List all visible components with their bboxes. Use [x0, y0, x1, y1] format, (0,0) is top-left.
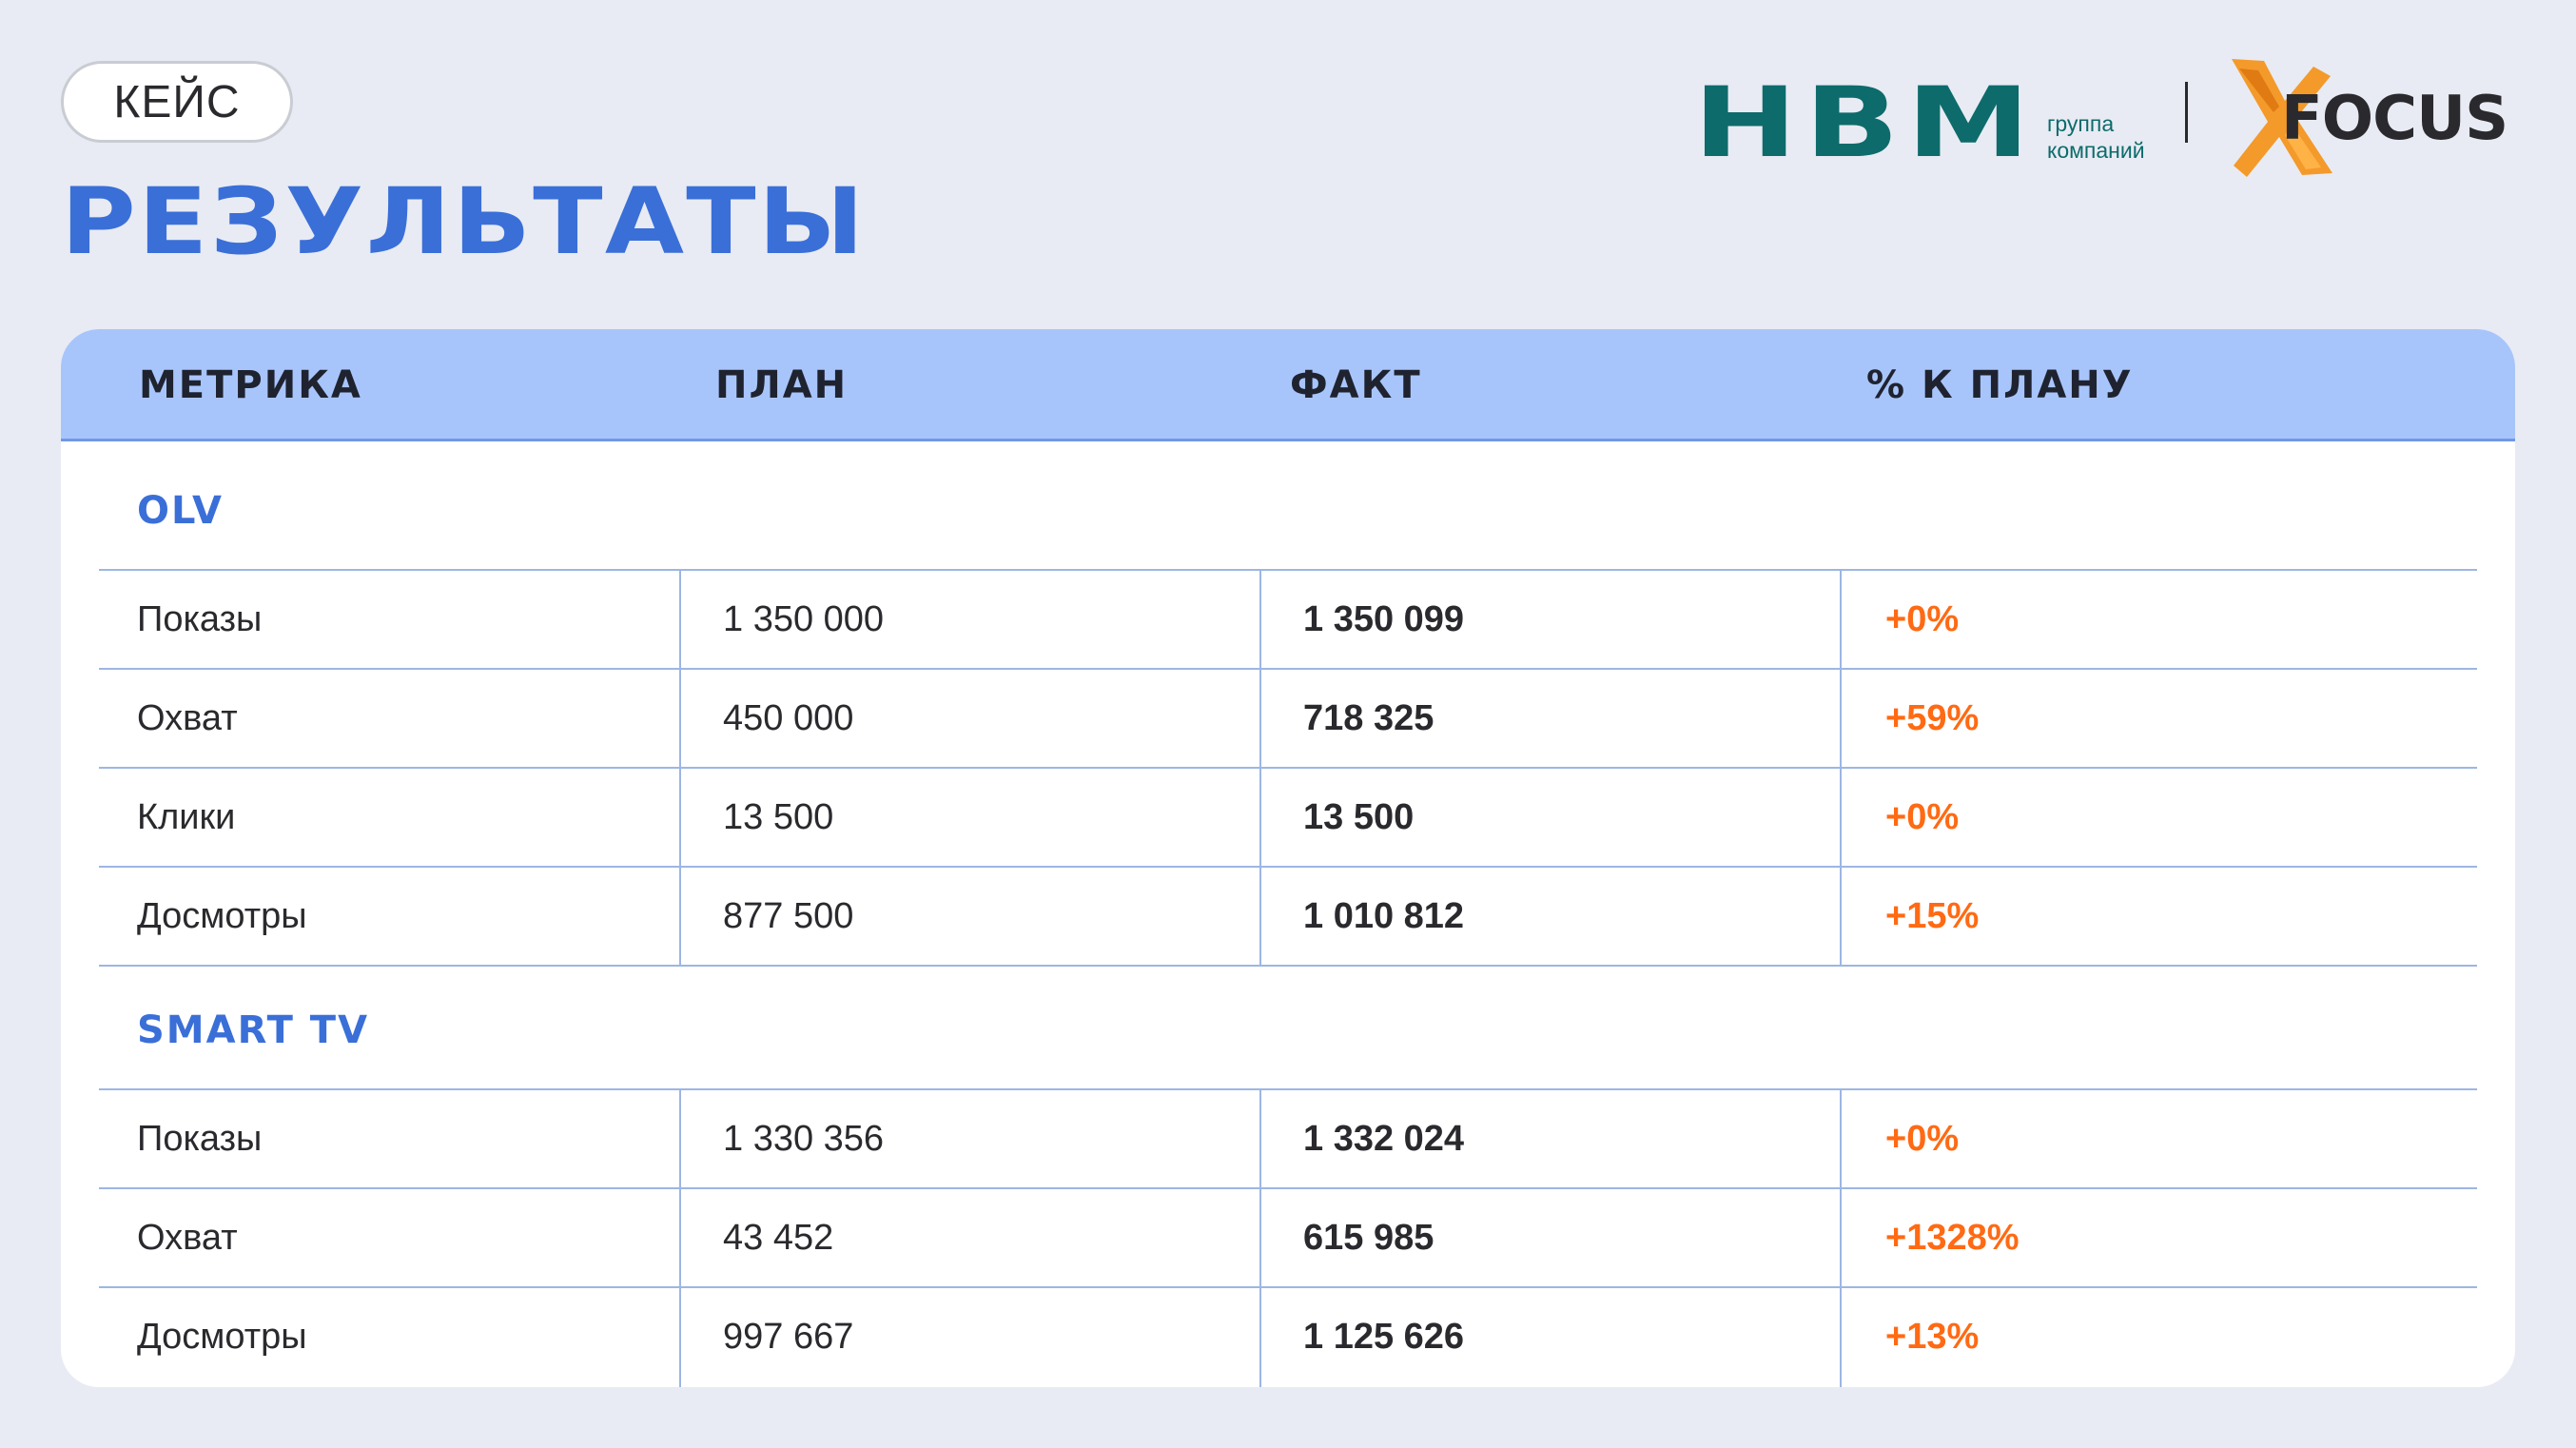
cell-fact: 13 500: [1259, 769, 1840, 866]
cell-percent: +0%: [1840, 571, 2477, 668]
header-fact: ФАКТ: [1290, 363, 1422, 407]
hbm-logo: НВМ: [1693, 67, 2038, 180]
cell-metric: Клики: [137, 797, 236, 837]
hbm-logo-subtitle-line1: группа: [2047, 111, 2115, 136]
results-table: МЕТРИКА ПЛАН ФАКТ % К ПЛАНУ OLV Показы 1…: [61, 329, 2515, 1387]
table-row: Охват 450 000 718 325 +59%: [99, 668, 2477, 767]
cell-fact: 1 332 024: [1259, 1090, 1840, 1187]
cell-percent: +13%: [1840, 1288, 2477, 1387]
cell-metric: Досмотры: [137, 1317, 307, 1357]
cell-percent: +0%: [1840, 769, 2477, 866]
cell-fact: 718 325: [1259, 670, 1840, 767]
cell-metric: Охват: [137, 1218, 238, 1258]
cell-metric: Досмотры: [137, 896, 307, 936]
table-row: Показы 1 330 356 1 332 024 +0%: [99, 1088, 2477, 1187]
cell-percent: +15%: [1840, 868, 2477, 965]
hbm-logo-subtitle-line2: компаний: [2047, 138, 2145, 163]
page-title: РЕЗУЛЬТАТЫ: [61, 168, 867, 275]
cell-plan: 13 500: [679, 769, 1259, 866]
hbm-logo-subtitle: группа компаний: [2047, 110, 2145, 164]
cell-plan: 450 000: [679, 670, 1259, 767]
cell-fact: 615 985: [1259, 1189, 1840, 1286]
table-row: Охват 43 452 615 985 +1328%: [99, 1187, 2477, 1286]
focus-x-icon: [2232, 59, 2332, 177]
cell-metric: Охват: [137, 698, 238, 738]
cell-plan: 877 500: [679, 868, 1259, 965]
section-title-olv: OLV: [137, 489, 224, 533]
cell-percent: +0%: [1840, 1090, 2477, 1187]
header-plan: ПЛАН: [715, 363, 849, 407]
focus-logo-text: FOCUS: [2281, 84, 2508, 154]
logo-divider: [2185, 82, 2188, 143]
case-badge: КЕЙС: [61, 61, 293, 143]
cell-percent: +1328%: [1840, 1189, 2477, 1286]
cell-metric: Показы: [137, 1119, 263, 1159]
cell-fact: 1 010 812: [1259, 868, 1840, 965]
cell-plan: 1 350 000: [679, 571, 1259, 668]
cell-fact: 1 125 626: [1259, 1288, 1840, 1387]
header-metric: МЕТРИКА: [139, 363, 362, 407]
partner-logos: НВМ группа компаний FOCUS: [1693, 48, 2521, 181]
cell-plan: 997 667: [679, 1288, 1259, 1387]
cell-plan: 1 330 356: [679, 1090, 1259, 1187]
table-row: Клики 13 500 13 500 +0%: [99, 767, 2477, 866]
table-row: Досмотры 877 500 1 010 812 +15%: [99, 866, 2477, 967]
table-row: Досмотры 997 667 1 125 626 +13%: [99, 1286, 2477, 1387]
cell-plan: 43 452: [679, 1189, 1259, 1286]
cell-percent: +59%: [1840, 670, 2477, 767]
table-row: Показы 1 350 000 1 350 099 +0%: [99, 569, 2477, 668]
section-title-smart-tv: SMART TV: [137, 1008, 370, 1052]
cell-fact: 1 350 099: [1259, 571, 1840, 668]
table-header: МЕТРИКА ПЛАН ФАКТ % К ПЛАНУ: [61, 329, 2515, 441]
cell-metric: Показы: [137, 599, 263, 639]
header-percent-of-plan: % К ПЛАНУ: [1866, 363, 2134, 407]
